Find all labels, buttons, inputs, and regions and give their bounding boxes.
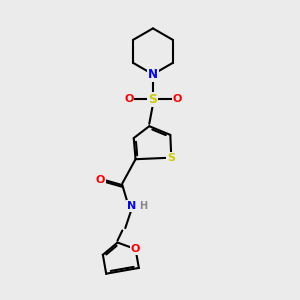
Text: S: S	[148, 93, 158, 106]
Text: H: H	[140, 201, 148, 211]
Text: N: N	[127, 201, 136, 211]
Text: S: S	[167, 153, 175, 163]
Text: O: O	[96, 175, 105, 185]
Text: N: N	[148, 68, 158, 81]
Text: O: O	[131, 244, 140, 254]
Text: O: O	[172, 94, 182, 104]
Text: O: O	[124, 94, 134, 104]
